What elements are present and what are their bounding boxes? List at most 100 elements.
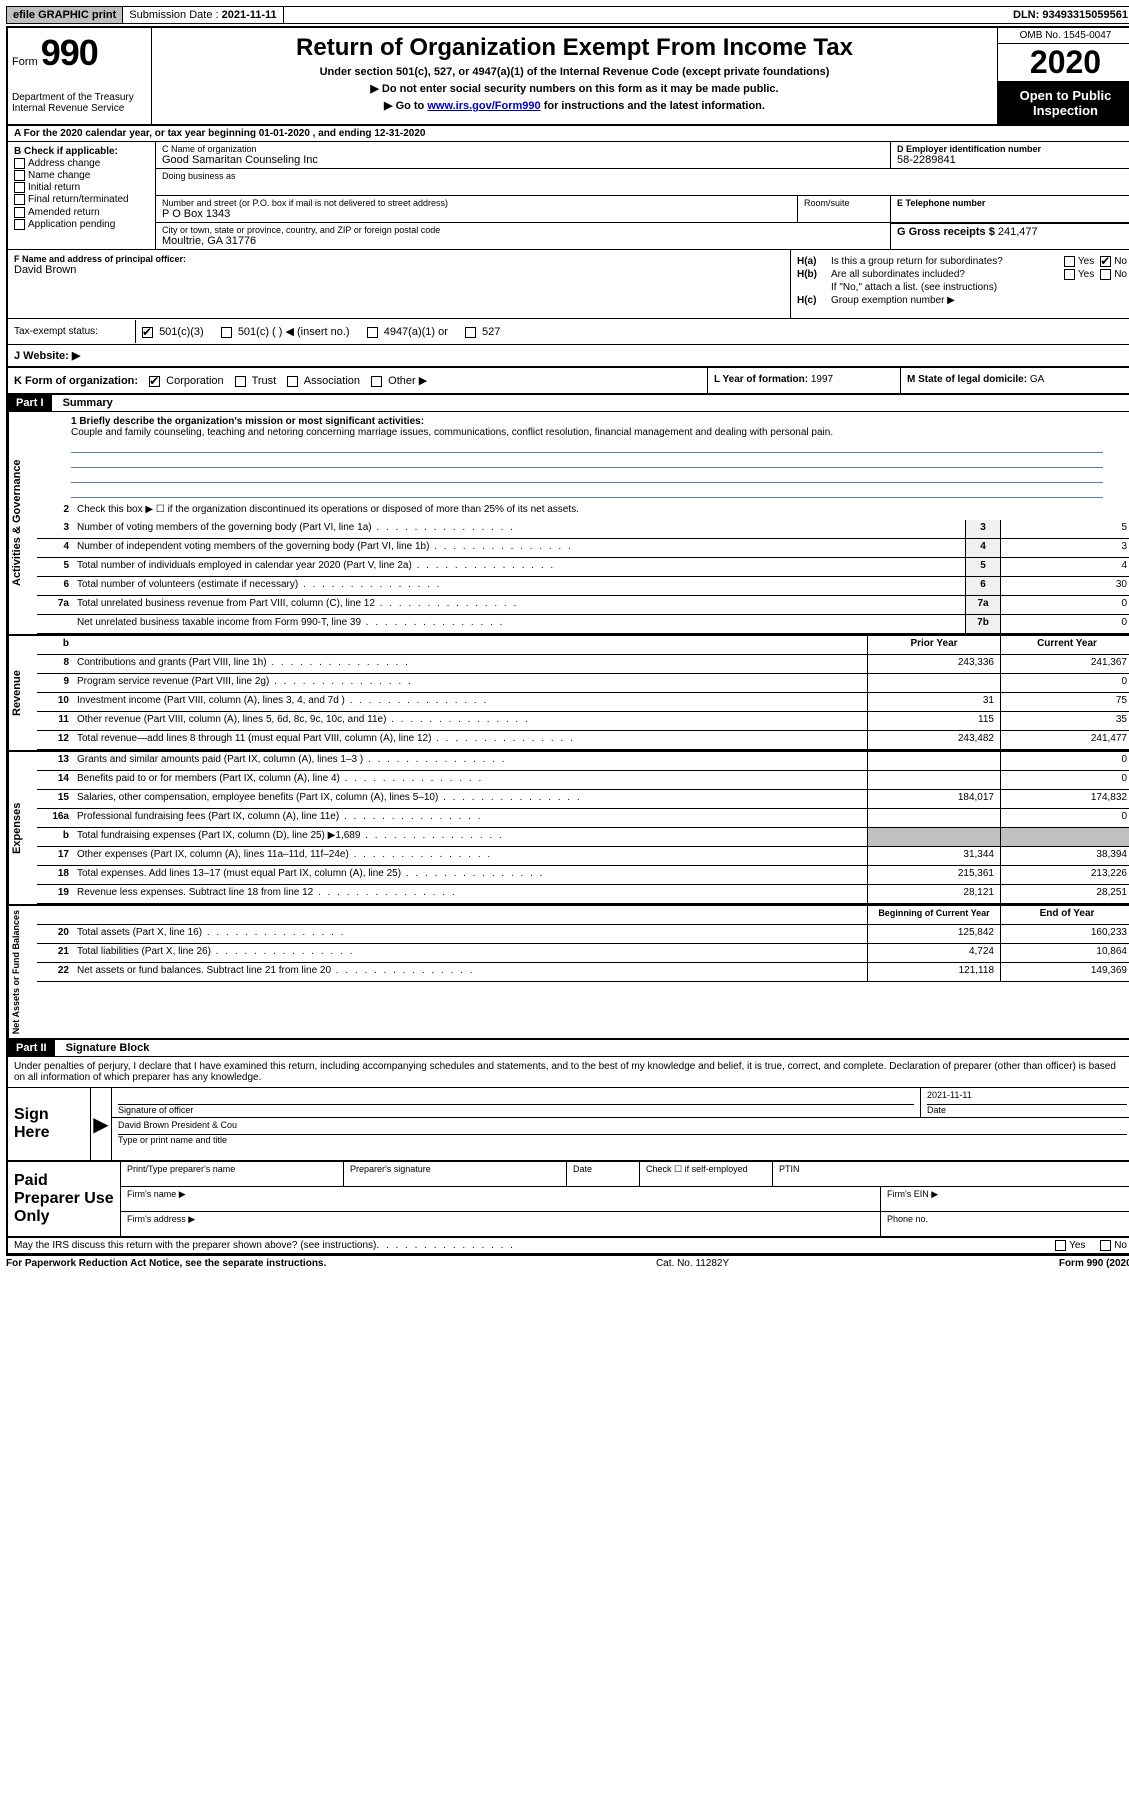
chk-initial-return[interactable]: Initial return [14,182,149,193]
page-footer: For Paperwork Reduction Act Notice, see … [6,1256,1129,1271]
tax-year: 2020 [998,44,1129,82]
irs-link[interactable]: www.irs.gov/Form990 [427,100,540,112]
firm-ein-label: Firm's EIN ▶ [881,1187,1129,1211]
k-assoc[interactable]: Association [287,375,360,387]
hb-no[interactable]: No [1100,269,1127,280]
data-line: 13Grants and similar amounts paid (Part … [37,752,1129,771]
ein-label: D Employer identification number [897,144,1127,154]
officer-value: David Brown [14,264,784,276]
mission-block: 1 Briefly describe the organization's mi… [37,412,1129,502]
sign-here-label: Sign Here [8,1088,91,1160]
open-to-public: Open to Public Inspection [998,82,1129,124]
ha-yes[interactable]: Yes [1064,256,1094,267]
address-value: P O Box 1343 [162,208,791,220]
part1-title: Summary [55,395,121,411]
firm-addr-label: Firm's address ▶ [121,1212,881,1236]
header-center: Return of Organization Exempt From Incom… [152,28,998,124]
data-line: 19Revenue less expenses. Subtract line 1… [37,885,1129,904]
omb-number: OMB No. 1545-0047 [998,28,1129,44]
form-container: Form 990 Department of the Treasury Inte… [6,26,1129,1256]
begin-year-hdr: Beginning of Current Year [867,906,1000,924]
opt-4947[interactable]: 4947(a)(1) or [367,326,448,338]
hc-label: H(c) [797,295,831,306]
discuss-no[interactable]: No [1100,1240,1127,1251]
sign-here-block: Sign Here ▶ Signature of officer 2021-11… [8,1088,1129,1162]
form-header: Form 990 Department of the Treasury Inte… [8,28,1129,126]
side-net: Net Assets or Fund Balances [8,906,37,1038]
data-line: 12Total revenue—add lines 8 through 11 (… [37,731,1129,750]
ha-text: Is this a group return for subordinates? [831,256,1058,267]
hb-note: If "No," attach a list. (see instruction… [831,282,997,293]
l-year: L Year of formation: 1997 [708,368,901,393]
gov-line: 6Total number of volunteers (estimate if… [37,577,1129,596]
department: Department of the Treasury Internal Reve… [12,92,147,114]
part2-num: Part II [8,1040,55,1056]
part2-title: Signature Block [58,1040,158,1056]
officer-signature-line[interactable] [118,1090,914,1105]
paid-preparer-label: Paid Preparer Use Only [8,1162,121,1236]
city-label: City or town, state or province, country… [162,225,884,235]
header-right: OMB No. 1545-0047 2020 Open to Public In… [998,28,1129,124]
org-name-label: C Name of organization [162,144,884,154]
officer-box: F Name and address of principal officer:… [8,250,791,318]
k-trust[interactable]: Trust [235,375,277,387]
gov-line: 3Number of voting members of the governi… [37,520,1129,539]
hc-text: Group exemption number ▶ [831,295,1127,306]
chk-app-pending[interactable]: Application pending [14,219,149,230]
hb-yes[interactable]: Yes [1064,269,1094,280]
address-box: Number and street (or P.O. box if mail i… [156,196,798,222]
top-bar: efile GRAPHIC print Submission Date : 20… [6,6,1129,24]
chk-final-return[interactable]: Final return/terminated [14,194,149,205]
opt-501c3[interactable]: 501(c)(3) [142,326,204,338]
opt-527[interactable]: 527 [465,326,500,338]
status-options: 501(c)(3) 501(c) ( ) ◀ (insert no.) 4947… [136,319,1129,344]
prep-date-label: Date [567,1162,640,1186]
subtitle-2: ▶ Do not enter social security numbers o… [158,82,991,95]
officer-name-title-value: David Brown President & Cou [118,1120,1127,1135]
subtitle-3: ▶ Go to www.irs.gov/Form990 for instruct… [158,99,991,112]
status-label: Tax-exempt status: [8,320,136,343]
side-governance: Activities & Governance [8,412,37,634]
section-net-assets: Net Assets or Fund Balances Beginning of… [8,906,1129,1040]
chk-amended[interactable]: Amended return [14,207,149,218]
phone-box: E Telephone number [891,196,1129,222]
sign-date-value: 2021-11-11 [927,1090,1127,1105]
hb-text: Are all subordinates included? [831,269,1058,280]
header-left: Form 990 Department of the Treasury Inte… [8,28,152,124]
mission-label: 1 Briefly describe the organization's mi… [71,416,1103,427]
opt-501c[interactable]: 501(c) ( ) ◀ (insert no.) [221,325,350,338]
k-corp[interactable]: Corporation [149,375,224,387]
ln2-text: Check this box ▶ ☐ if the organization d… [73,502,1129,520]
part1-header: Part I Summary [8,395,1129,412]
data-line: 17Other expenses (Part IX, column (A), l… [37,847,1129,866]
data-line: 20Total assets (Part X, line 16)125,8421… [37,925,1129,944]
row-a-period: A For the 2020 calendar year, or tax yea… [8,126,1129,142]
gov-line: Net unrelated business taxable income fr… [37,615,1129,634]
form-number: 990 [41,32,98,73]
gross-receipts-box: G Gross receipts $ 241,477 [891,223,1129,249]
chk-name-change[interactable]: Name change [14,170,149,181]
data-line: 9Program service revenue (Part VIII, lin… [37,674,1129,693]
ha-no[interactable]: No [1100,256,1127,267]
form-title: Return of Organization Exempt From Incom… [158,34,991,62]
ein-value: 58-2289841 [897,154,1127,166]
efile-print-button[interactable]: efile GRAPHIC print [7,7,123,23]
officer-label: F Name and address of principal officer: [14,254,784,264]
side-expenses: Expenses [8,752,37,904]
gov-line: 5Total number of individuals employed in… [37,558,1129,577]
gross-label: G Gross receipts $ [897,226,998,238]
k-form-org: K Form of organization: Corporation Trus… [8,368,708,393]
footer-left: For Paperwork Reduction Act Notice, see … [6,1258,326,1269]
k-other[interactable]: Other ▶ [371,375,427,387]
prep-self-emp[interactable]: Check ☐ if self-employed [640,1162,773,1186]
subtitle-1: Under section 501(c), 527, or 4947(a)(1)… [158,66,991,78]
section-revenue: Revenue b Prior Year Current Year 8Contr… [8,636,1129,752]
prior-year-hdr: Prior Year [867,636,1000,654]
sign-date-label: Date [927,1105,1127,1115]
chk-address-change[interactable]: Address change [14,158,149,169]
submission-value: 2021-11-11 [222,9,277,21]
officer-h-row: F Name and address of principal officer:… [8,250,1129,319]
ha-label: H(a) [797,256,831,267]
gross-value: 241,477 [998,226,1038,238]
discuss-yes[interactable]: Yes [1055,1240,1085,1251]
